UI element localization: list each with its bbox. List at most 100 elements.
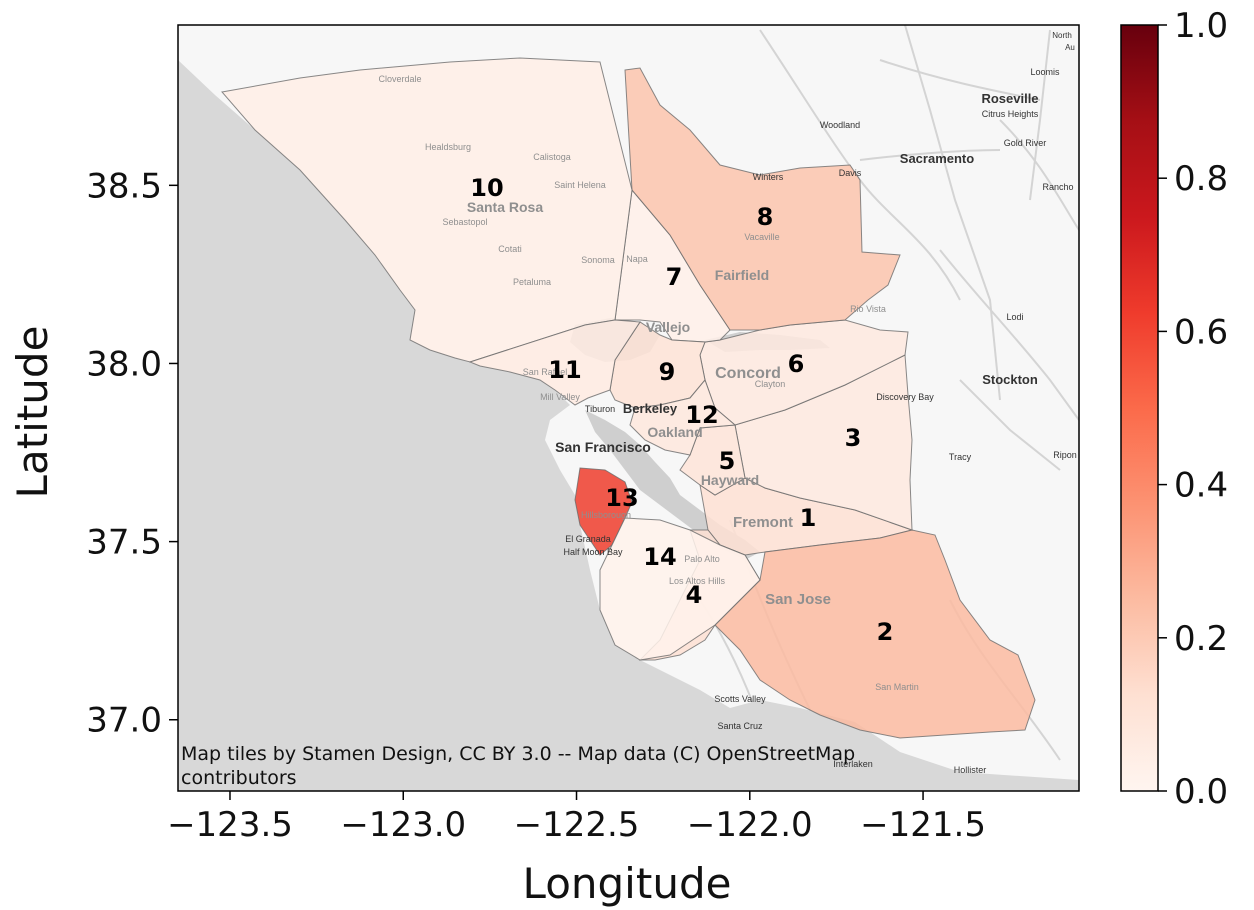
place-san-rafael: San Rafael [523, 367, 568, 377]
region-label-11: 11 [548, 356, 581, 384]
place-santa-cruz: Santa Cruz [717, 721, 763, 731]
axes-frame [177, 24, 1080, 792]
place-san-jose: San Jose [765, 591, 831, 608]
place-sebastopol: Sebastopol [442, 217, 487, 227]
y-axis-ticks: 37.0 37.5 38.0 38.5 [86, 166, 178, 741]
attribution-line-2: contributors [181, 767, 297, 789]
region-label-10: 10 [470, 174, 503, 202]
place-gold-river: Gold River [1004, 138, 1047, 148]
attribution-line-1: Map tiles by Stamen Design, CC BY 3.0 --… [181, 743, 855, 765]
region-11 [468, 319, 641, 406]
choropleth-regions [221, 57, 1036, 739]
region-label-2: 2 [877, 618, 894, 646]
place-loomis: Loomis [1030, 67, 1060, 77]
place-sacramento: Sacramento [900, 151, 974, 166]
colorbar-tick-label: 0.2 [1174, 619, 1228, 659]
region-label-4: 4 [686, 581, 703, 609]
place-oakland: Oakland [647, 424, 702, 440]
place-half-moon-bay: Half Moon Bay [563, 547, 623, 557]
place-au: Au [1065, 43, 1075, 52]
y-tick-label: 37.5 [86, 523, 162, 563]
place-el-granada: El Granada [565, 534, 611, 544]
y-axis-title: Latitude [8, 326, 57, 499]
place-hillsborough: Hillsborough [581, 510, 631, 520]
place-vacaville: Vacaville [744, 232, 779, 242]
x-tick-label: −123.5 [167, 805, 293, 845]
region-label-5: 5 [719, 447, 736, 475]
place-berkeley: Berkeley [623, 401, 678, 416]
colorbar-tick-label: 0.6 [1174, 312, 1228, 352]
y-tick-label: 38.0 [86, 344, 162, 384]
place-ripon: Ripon [1053, 450, 1077, 460]
map-area[interactable]: Santa Rosa Fairfield Vallejo Concord Berkele… [178, 25, 1079, 791]
place-north: North [1052, 31, 1072, 40]
place-san-martin: San Martin [875, 682, 919, 692]
basemap-place-labels: Santa Rosa Fairfield Vallejo Concord Berkele… [378, 31, 1076, 775]
colorbar: 0.0 0.2 0.4 0.6 0.8 1.0 [1120, 6, 1228, 812]
place-interlaken: Interlaken [833, 759, 873, 769]
region-label-13: 13 [605, 484, 638, 512]
place-san-francisco: San Francisco [555, 439, 651, 455]
region-label-1: 1 [800, 504, 817, 532]
x-axis-title: Longitude [523, 859, 732, 908]
y-tick-label: 38.5 [86, 166, 162, 206]
place-scotts-valley: Scotts Valley [714, 694, 766, 704]
colorbar-gradient [1120, 24, 1159, 792]
place-roseville: Roseville [981, 91, 1038, 106]
place-petaluma: Petaluma [513, 277, 551, 287]
region-14 [599, 517, 761, 661]
place-tiburon: Tiburon [585, 404, 615, 414]
place-rancho: Rancho [1042, 182, 1073, 192]
place-sonoma: Sonoma [581, 255, 615, 265]
place-discovery-bay: Discovery Bay [876, 392, 934, 402]
place-mill-valley: Mill Valley [540, 392, 580, 402]
x-axis-ticks: −123.5 −123.0 −122.5 −122.0 −121.5 [167, 791, 986, 845]
place-winters: Winters [753, 172, 784, 182]
place-cotati: Cotati [498, 244, 522, 254]
place-palo-alto: Palo Alto [684, 554, 720, 564]
place-woodland: Woodland [820, 120, 860, 130]
place-los-altos-hills: Los Altos Hills [669, 576, 726, 586]
region-label-12: 12 [685, 401, 718, 429]
place-calistoga: Calistoga [533, 152, 571, 162]
x-tick-label: −121.5 [860, 805, 986, 845]
place-rio-vista: Rio Vista [850, 304, 886, 314]
place-fairfield: Fairfield [715, 267, 769, 283]
colorbar-ticks: 0.0 0.2 0.4 0.6 0.8 1.0 [1158, 6, 1228, 812]
region-label-3: 3 [845, 424, 862, 452]
region-label-9: 9 [659, 358, 676, 386]
region-12 [629, 379, 737, 456]
region-8 [624, 67, 901, 331]
x-tick-label: −123.0 [340, 805, 466, 845]
place-vallejo: Vallejo [646, 319, 690, 335]
colorbar-tick-label: 0.0 [1174, 772, 1228, 812]
place-santa-rosa: Santa Rosa [467, 199, 543, 215]
place-tracy: Tracy [949, 452, 972, 462]
region-10 [221, 57, 633, 363]
x-tick-label: −122.0 [687, 805, 813, 845]
place-citrus-heights: Citrus Heights [982, 109, 1039, 119]
region-label-8: 8 [757, 203, 774, 231]
place-concord: Concord [715, 365, 781, 382]
place-hayward: Hayward [701, 472, 759, 488]
x-tick-label: −122.5 [514, 805, 640, 845]
y-tick-label: 37.0 [86, 701, 162, 741]
region-label-6: 6 [788, 350, 805, 378]
place-napa: Napa [626, 254, 648, 264]
place-fremont: Fremont [733, 514, 793, 531]
region-label-14: 14 [643, 543, 676, 571]
colorbar-tick-label: 0.4 [1174, 466, 1228, 506]
place-clayton: Clayton [755, 379, 786, 389]
ocean [178, 25, 1079, 791]
region-2 [714, 529, 1036, 739]
colorbar-tick-label: 1.0 [1174, 6, 1228, 46]
place-saint-helena: Saint Helena [554, 180, 606, 190]
place-healdsburg: Healdsburg [425, 142, 471, 152]
region-label-7: 7 [666, 263, 683, 291]
place-cloverdale: Cloverdale [378, 74, 421, 84]
place-stockton: Stockton [982, 372, 1038, 387]
place-hollister: Hollister [954, 765, 987, 775]
place-lodi: Lodi [1006, 312, 1023, 322]
